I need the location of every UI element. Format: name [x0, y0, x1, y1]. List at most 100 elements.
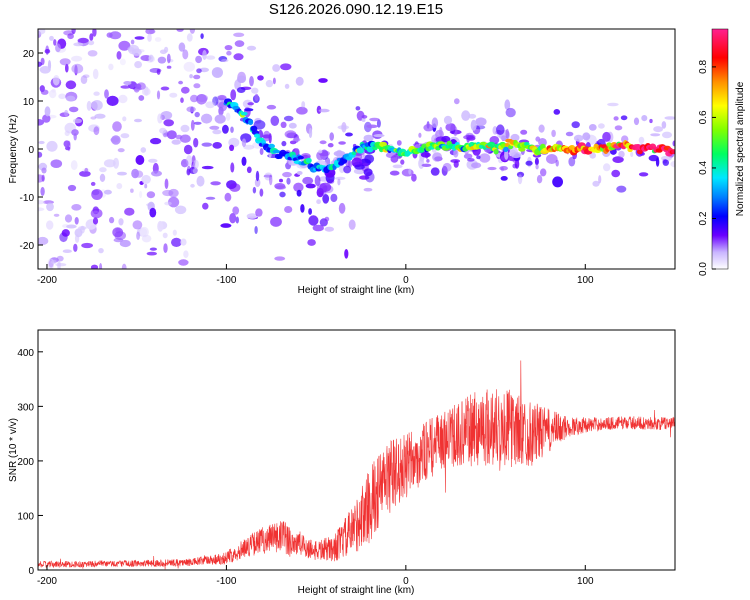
heatmap-cell	[192, 167, 198, 174]
heatmap-cell	[265, 79, 274, 88]
heatmap-cell	[598, 123, 605, 129]
heatmap-cell	[246, 213, 258, 219]
heatmap-cell	[224, 192, 232, 202]
heatmap-cell	[163, 119, 174, 127]
heatmap-cell	[454, 98, 460, 105]
heatmap-cell	[74, 217, 79, 225]
heatmap-cell	[363, 187, 373, 192]
heatmap-cell	[139, 226, 149, 238]
heatmap-cell	[476, 155, 481, 160]
heatmap-cell	[71, 129, 79, 136]
heatmap-cell	[79, 170, 91, 177]
heatmap-cell	[326, 179, 335, 184]
heatmap-cell	[553, 109, 561, 115]
heatmap-cell	[64, 214, 73, 223]
heatmap-cell	[333, 150, 346, 157]
heatmap-cell	[104, 89, 109, 99]
colorbar-tick-label: 0.4	[698, 161, 709, 175]
heatmap-cell	[134, 61, 143, 69]
heatmap-cell	[641, 115, 648, 122]
heatmap-cell	[292, 137, 301, 142]
heatmap-cell	[58, 93, 66, 100]
heatmap-cell	[149, 207, 157, 218]
heatmap-cell	[270, 115, 280, 127]
heatmap-cell	[670, 160, 675, 168]
heatmap-cell	[179, 134, 191, 143]
heatmap-cell	[189, 29, 196, 34]
heatmap-cell	[84, 167, 89, 173]
heatmap-cell	[183, 144, 193, 155]
heatmap-cell	[230, 126, 234, 133]
heatmap-cell	[650, 133, 661, 137]
heatmap-cell	[205, 196, 216, 200]
heatmap-cell	[120, 85, 131, 89]
heatmap-cell	[166, 130, 177, 140]
heatmap-cell	[467, 158, 475, 162]
heatmap-cell	[201, 142, 213, 147]
heatmap-ridge-cell	[248, 119, 254, 126]
heatmap-cell	[280, 121, 287, 128]
heatmap-cell	[475, 117, 487, 126]
heatmap-cell	[361, 117, 366, 122]
heatmap-cell	[471, 162, 482, 169]
heatmap-cell	[193, 83, 201, 89]
heatmap-cell	[118, 94, 128, 104]
heatmap-cell	[41, 167, 47, 174]
y-tick-label: -10	[20, 193, 35, 204]
heatmap-cell	[217, 94, 227, 101]
heatmap-cell	[94, 113, 106, 119]
heatmap-cell	[71, 29, 76, 35]
heatmap-cell	[432, 152, 443, 162]
heatmap-cell	[38, 119, 45, 126]
heatmap-cell	[463, 135, 475, 140]
heatmap-cell	[279, 191, 286, 198]
heatmap-cell	[324, 226, 334, 232]
heatmap-cell	[235, 216, 239, 224]
heatmap-cell	[65, 80, 77, 90]
heatmap-cell	[180, 97, 184, 103]
heatmap-cell	[318, 149, 323, 154]
heatmap-cell	[324, 216, 330, 222]
heatmap-cell	[214, 95, 227, 103]
heatmap-cell	[222, 124, 229, 134]
x-tick-label: -100	[216, 275, 236, 286]
heatmap-cell	[257, 75, 264, 81]
heatmap-cell	[134, 36, 145, 40]
heatmap-cell	[430, 167, 440, 176]
heatmap-cell	[178, 42, 186, 52]
heatmap-cell	[520, 129, 528, 135]
heatmap-cell	[492, 126, 498, 135]
heatmap-cell	[38, 61, 42, 67]
heatmap-ridge-cell	[487, 141, 496, 148]
heatmap-cell	[211, 67, 223, 78]
heatmap-cell	[546, 154, 558, 164]
heatmap-cell	[288, 122, 297, 129]
heatmap-cell	[65, 63, 69, 73]
heatmap-cell	[672, 140, 675, 147]
heatmap-cell	[103, 189, 112, 195]
heatmap-cell	[146, 251, 157, 256]
heatmap-cell	[109, 216, 115, 224]
heatmap-cell	[63, 30, 75, 36]
heatmap-cell	[183, 250, 189, 258]
heatmap-cell	[38, 200, 45, 205]
heatmap-cell	[322, 194, 330, 204]
heatmap-cell	[91, 100, 103, 111]
heatmap-cell	[61, 229, 70, 237]
heatmap-cell	[136, 231, 141, 240]
heatmap-cell	[67, 184, 77, 192]
spectrogram-y-axis: -20 -10 0 10 20	[20, 49, 43, 252]
heatmap-cell	[244, 108, 254, 112]
snr-panel: -200 -100 0 100 0 100 200 300 400 Height of str…	[8, 329, 676, 596]
heatmap-cell	[540, 168, 547, 177]
heatmap-cell	[525, 160, 533, 166]
heatmap-cell	[266, 104, 277, 110]
heatmap-cell	[220, 223, 232, 228]
heatmap-cell	[400, 159, 405, 165]
heatmap-cell	[38, 207, 45, 212]
heatmap-ridge-cell	[268, 143, 275, 149]
heatmap-cell	[505, 128, 510, 139]
heatmap-cell	[329, 132, 335, 141]
heatmap-cell	[363, 134, 374, 142]
heatmap-cell	[147, 33, 152, 42]
